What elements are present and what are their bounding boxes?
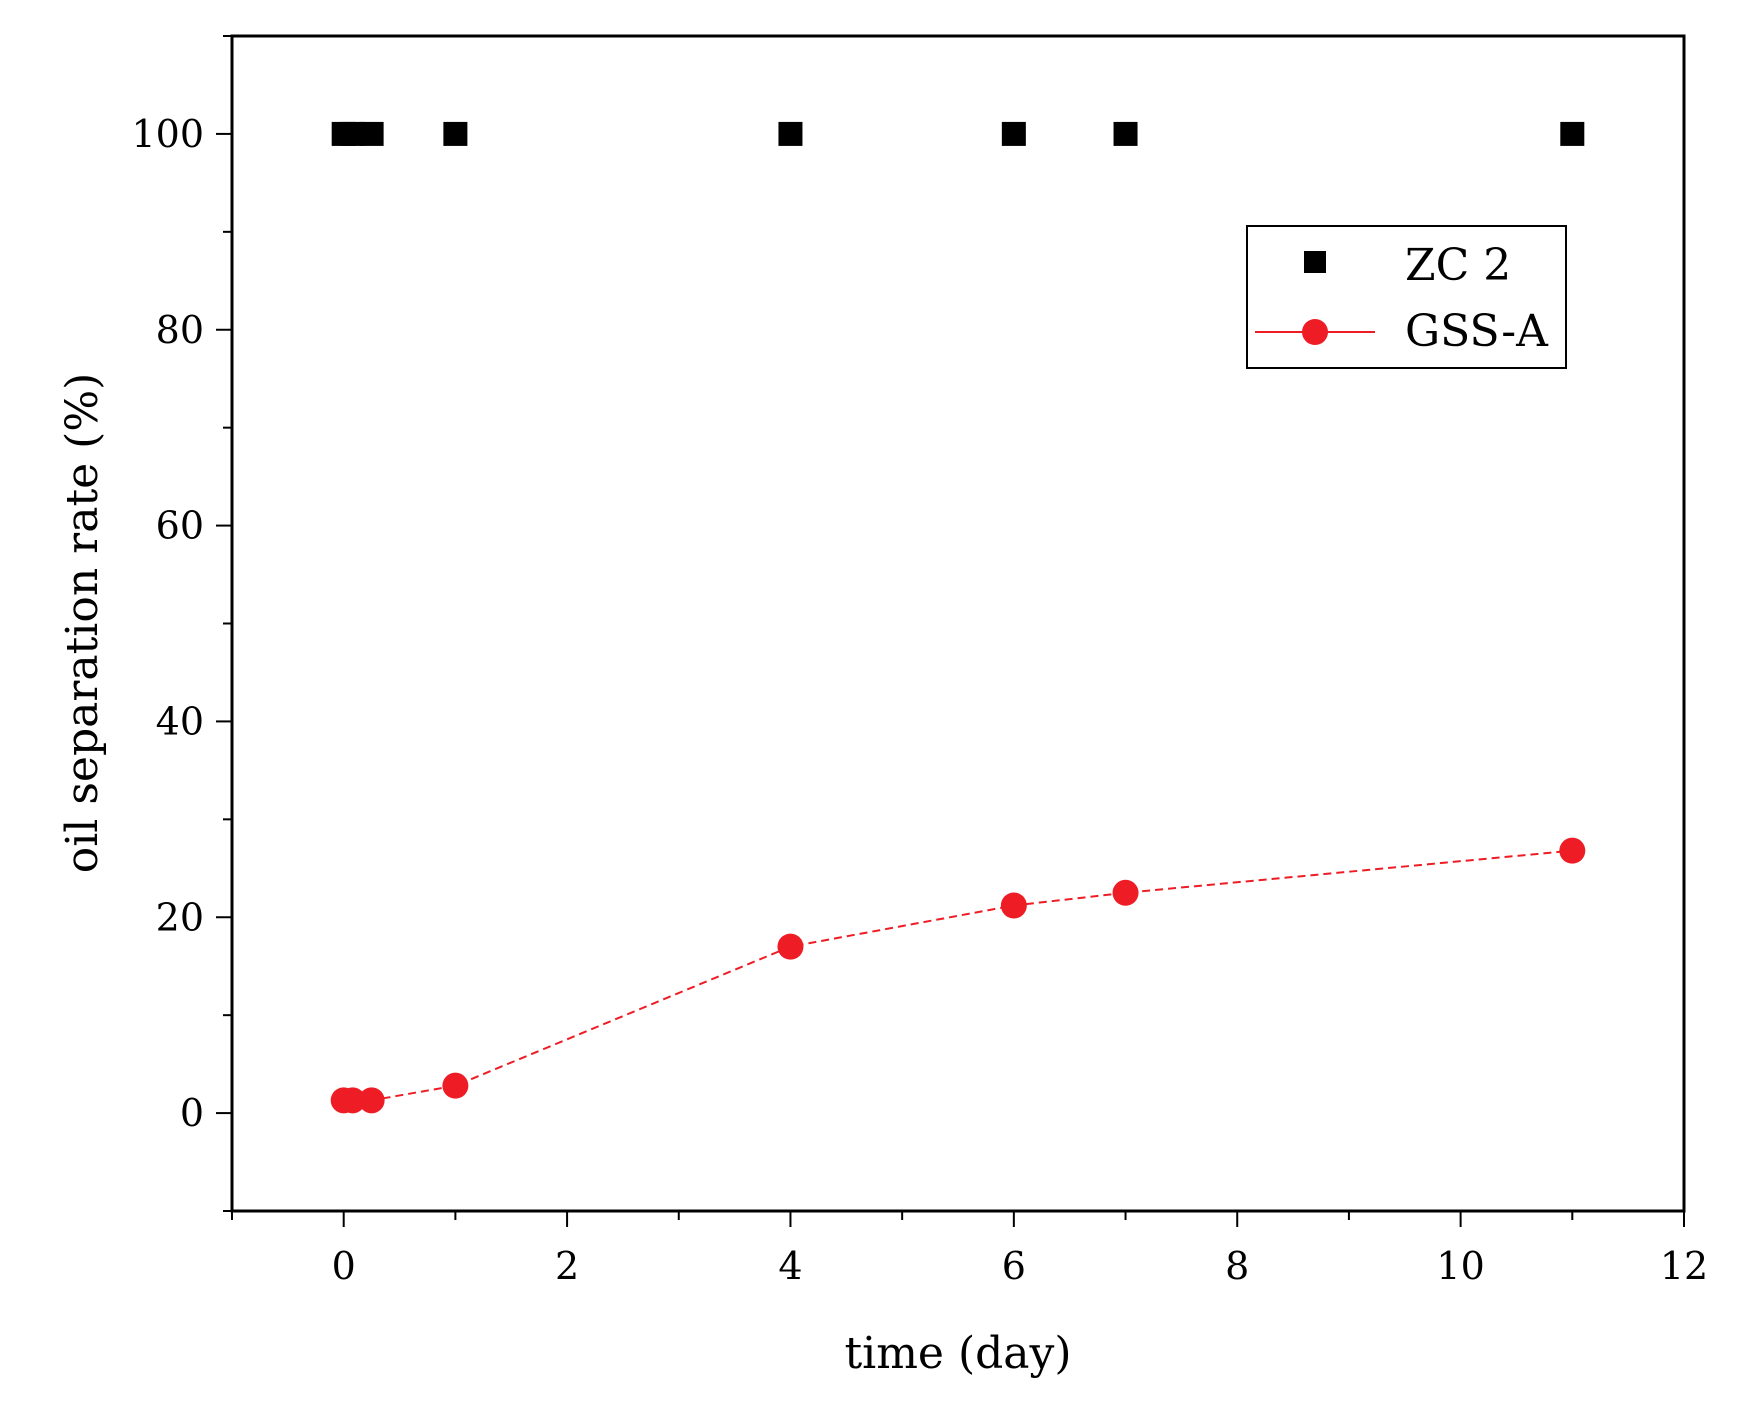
x-tick-label: 10 bbox=[1436, 1244, 1484, 1288]
y-axis-label: oil separation rate (%) bbox=[57, 373, 108, 874]
y-tick-label: 40 bbox=[156, 699, 204, 743]
tick-labels: 0 2 4 6 8 10 12 0 20 40 60 80 100 bbox=[131, 112, 1708, 1288]
y-tick-label: 20 bbox=[156, 895, 204, 939]
data-point bbox=[1559, 837, 1586, 864]
data-point bbox=[778, 121, 803, 146]
legend-marker-gssa bbox=[1302, 319, 1328, 345]
data-point bbox=[1112, 879, 1139, 906]
legend-box bbox=[1246, 225, 1567, 369]
legend-label-gssa: GSS-A bbox=[1405, 306, 1549, 357]
legend: ZC 2 GSS-A bbox=[1246, 225, 1567, 369]
data-point bbox=[777, 933, 804, 960]
series-line bbox=[343, 849, 1573, 1102]
data-point bbox=[442, 1072, 469, 1099]
data-point bbox=[1001, 121, 1026, 146]
series-gss-a bbox=[330, 837, 1586, 1114]
axis-ticks bbox=[216, 35, 1685, 1227]
x-tick-label: 0 bbox=[332, 1244, 356, 1288]
data-point bbox=[359, 121, 384, 146]
data-point bbox=[339, 1087, 366, 1114]
x-axis-label: time (day) bbox=[844, 1328, 1071, 1379]
x-tick-label: 2 bbox=[555, 1244, 579, 1288]
y-tick-label: 80 bbox=[156, 308, 204, 352]
data-point bbox=[340, 121, 365, 146]
x-tick-label: 8 bbox=[1225, 1244, 1249, 1288]
x-tick-label: 12 bbox=[1660, 1244, 1708, 1288]
plot-frame bbox=[230, 34, 1686, 1213]
legend-label-zc2: ZC 2 bbox=[1405, 240, 1511, 291]
x-tick-label: 6 bbox=[1002, 1244, 1026, 1288]
data-point bbox=[1000, 892, 1027, 919]
series-layer bbox=[330, 121, 1586, 1114]
data-point bbox=[1560, 121, 1585, 146]
x-tick-label: 4 bbox=[778, 1244, 802, 1288]
y-tick-label: 0 bbox=[180, 1091, 204, 1135]
data-point bbox=[1113, 121, 1138, 146]
y-tick-label: 100 bbox=[131, 112, 204, 156]
data-point bbox=[443, 121, 468, 146]
legend-marker-zc2 bbox=[1304, 251, 1326, 273]
data-point bbox=[358, 1087, 385, 1114]
y-tick-label: 60 bbox=[156, 504, 204, 548]
series-zc-2 bbox=[331, 121, 1585, 146]
